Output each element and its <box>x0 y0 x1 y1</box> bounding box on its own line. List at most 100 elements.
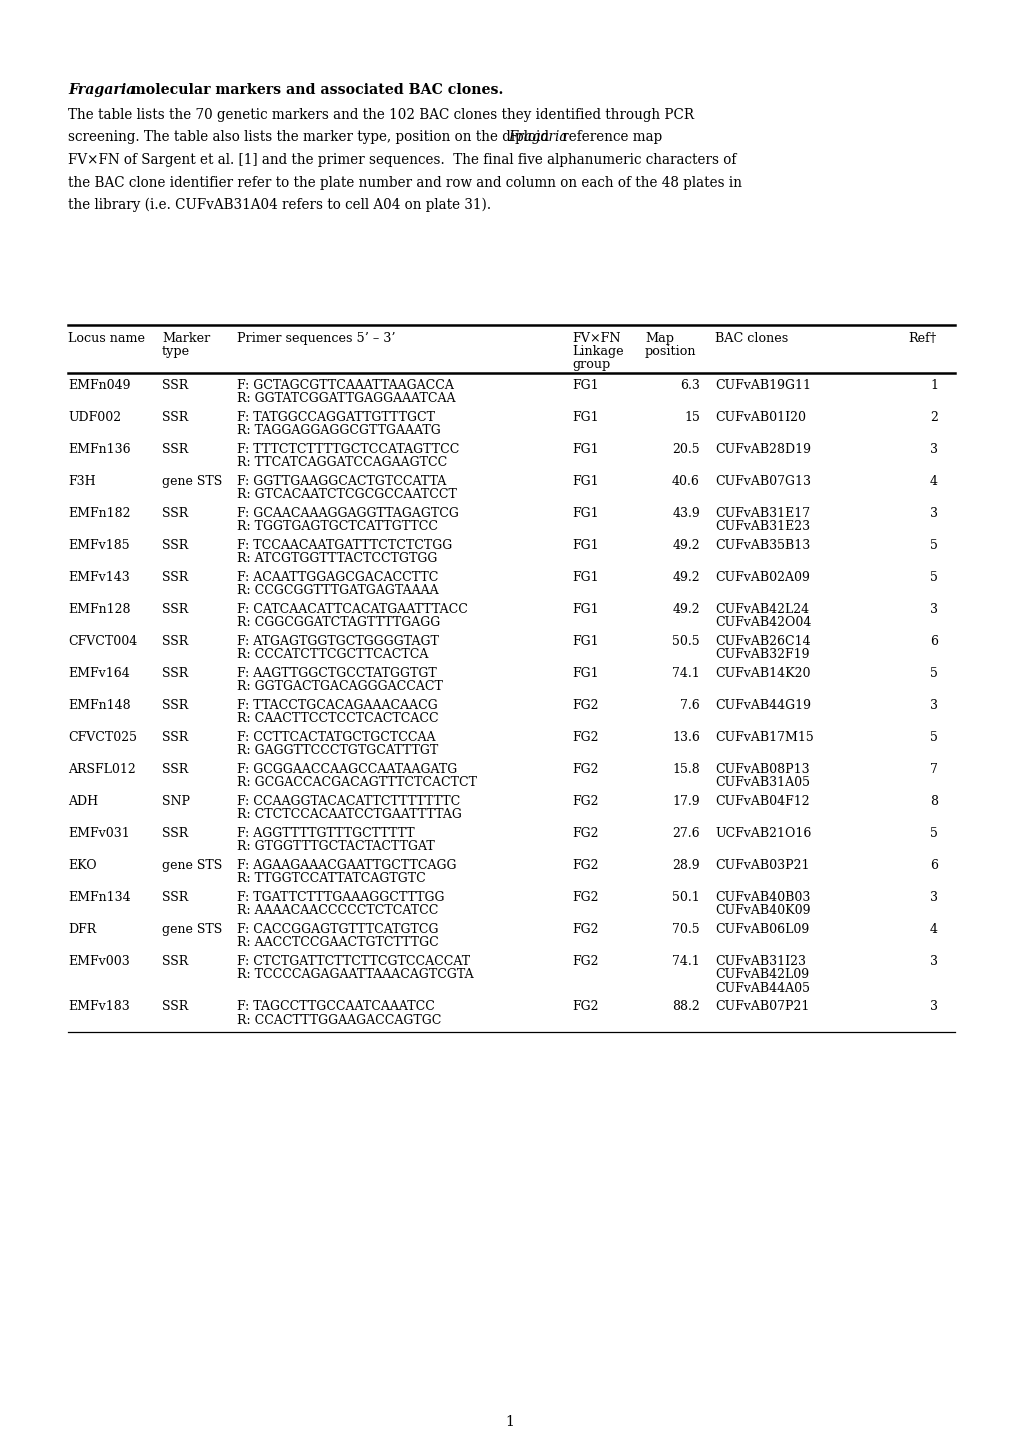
Text: R: GTGGTTTGCTACTACTTGAT: R: GTGGTTTGCTACTACTTGAT <box>236 840 434 853</box>
Text: SSR: SSR <box>162 540 189 553</box>
Text: SSR: SSR <box>162 698 189 711</box>
Text: F: ATGAGTGGTGCTGGGGTAGT: F: ATGAGTGGTGCTGGGGTAGT <box>236 635 438 648</box>
Text: R: CAACTTCCTCCTCACTCACC: R: CAACTTCCTCCTCACTCACC <box>236 713 438 726</box>
Text: 6.3: 6.3 <box>680 380 699 392</box>
Text: F: ACAATTGGAGCGACACCTTC: F: ACAATTGGAGCGACACCTTC <box>236 571 438 584</box>
Text: R: GAGGTTCCCTGTGCATTTGT: R: GAGGTTCCCTGTGCATTTGT <box>236 745 438 758</box>
Text: CUFvAB32F19: CUFvAB32F19 <box>714 648 809 661</box>
Text: R: TTGGTCCATTATCAGTGTC: R: TTGGTCCATTATCAGTGTC <box>236 873 425 886</box>
Text: F: TTTCTCTTTTGCTCCATAGTTCC: F: TTTCTCTTTTGCTCCATAGTTCC <box>236 443 459 456</box>
Text: CUFvAB40B03: CUFvAB40B03 <box>714 890 809 903</box>
Text: CUFvAB44G19: CUFvAB44G19 <box>714 698 810 711</box>
Text: R: AAAACAACCCCCTCTCATCC: R: AAAACAACCCCCTCTCATCC <box>236 905 438 918</box>
Text: SSR: SSR <box>162 890 189 903</box>
Text: SSR: SSR <box>162 635 189 648</box>
Text: EMFn134: EMFn134 <box>68 890 130 903</box>
Text: EMFv143: EMFv143 <box>68 571 129 584</box>
Text: R: GCGACCACGACAGTTTCTCACTCT: R: GCGACCACGACAGTTTCTCACTCT <box>236 776 477 789</box>
Text: Fragaria: Fragaria <box>507 130 567 144</box>
Text: R: TCCCCAGAGAATTAAACAGTCGTA: R: TCCCCAGAGAATTAAACAGTCGTA <box>236 968 473 981</box>
Text: FG2: FG2 <box>572 827 598 840</box>
Text: reference map: reference map <box>557 130 661 144</box>
Text: FG1: FG1 <box>572 475 598 488</box>
Text: 50.5: 50.5 <box>672 635 699 648</box>
Text: EMFn136: EMFn136 <box>68 443 130 456</box>
Text: 4: 4 <box>929 475 937 488</box>
Text: FG2: FG2 <box>572 955 598 968</box>
Text: R: CTCTCCACAATCCTGAATTTTAG: R: CTCTCCACAATCCTGAATTTTAG <box>236 808 462 821</box>
Text: CUFvAB08P13: CUFvAB08P13 <box>714 763 809 776</box>
Text: CUFvAB42O04: CUFvAB42O04 <box>714 616 810 629</box>
Text: SSR: SSR <box>162 732 189 745</box>
Text: R: TAGGAGGAGGCGTTGAAATG: R: TAGGAGGAGGCGTTGAAATG <box>236 424 440 437</box>
Text: The table lists the 70 genetic markers and the 102 BAC clones they identified th: The table lists the 70 genetic markers a… <box>68 108 693 123</box>
Text: 50.1: 50.1 <box>672 890 699 903</box>
Text: 15: 15 <box>684 411 699 424</box>
Text: Linkage: Linkage <box>572 345 623 358</box>
Text: 3: 3 <box>929 603 937 616</box>
Text: Map: Map <box>644 332 674 345</box>
Text: CUFvAB17M15: CUFvAB17M15 <box>714 732 813 745</box>
Text: FV×FN: FV×FN <box>572 332 620 345</box>
Text: EMFv183: EMFv183 <box>68 1000 129 1013</box>
Text: SSR: SSR <box>162 763 189 776</box>
Text: 70.5: 70.5 <box>672 924 699 937</box>
Text: group: group <box>572 358 609 371</box>
Text: FG2: FG2 <box>572 859 598 872</box>
Text: 3: 3 <box>929 698 937 711</box>
Text: 13.6: 13.6 <box>672 732 699 745</box>
Text: FG2: FG2 <box>572 763 598 776</box>
Text: R: CCCATCTTCGCTTCACTCA: R: CCCATCTTCGCTTCACTCA <box>236 648 428 661</box>
Text: position: position <box>644 345 696 358</box>
Text: 8: 8 <box>929 795 937 808</box>
Text: CUFvAB01I20: CUFvAB01I20 <box>714 411 805 424</box>
Text: CUFvAB06L09: CUFvAB06L09 <box>714 924 808 937</box>
Text: FG1: FG1 <box>572 603 598 616</box>
Text: R: CCACTTTGGAAGACCAGTGC: R: CCACTTTGGAAGACCAGTGC <box>236 1014 441 1027</box>
Text: FG1: FG1 <box>572 667 598 680</box>
Text: CUFvAB31E23: CUFvAB31E23 <box>714 521 809 534</box>
Text: BAC clones: BAC clones <box>714 332 788 345</box>
Text: FG1: FG1 <box>572 571 598 584</box>
Text: ARSFL012: ARSFL012 <box>68 763 136 776</box>
Text: 5: 5 <box>929 571 937 584</box>
Text: CUFvAB44A05: CUFvAB44A05 <box>714 983 809 996</box>
Text: 49.2: 49.2 <box>672 603 699 616</box>
Text: Primer sequences 5’ – 3’: Primer sequences 5’ – 3’ <box>236 332 395 345</box>
Text: SSR: SSR <box>162 827 189 840</box>
Text: 3: 3 <box>929 506 937 519</box>
Text: FG1: FG1 <box>572 540 598 553</box>
Text: 4: 4 <box>929 924 937 937</box>
Text: R: GGTATCGGATTGAGGAAATCAA: R: GGTATCGGATTGAGGAAATCAA <box>236 392 455 405</box>
Text: SSR: SSR <box>162 667 189 680</box>
Text: R: TGGTGAGTGCTCATTGTTCC: R: TGGTGAGTGCTCATTGTTCC <box>236 521 437 534</box>
Text: 74.1: 74.1 <box>672 667 699 680</box>
Text: 6: 6 <box>929 859 937 872</box>
Text: type: type <box>162 345 190 358</box>
Text: CUFvAB19G11: CUFvAB19G11 <box>714 380 810 392</box>
Text: 7: 7 <box>929 763 937 776</box>
Text: CUFvAB03P21: CUFvAB03P21 <box>714 859 809 872</box>
Text: F: GCAACAAAGGAGGTTAGAGTCG: F: GCAACAAAGGAGGTTAGAGTCG <box>236 506 459 519</box>
Text: F: TCCAACAATGATTTCTCTCTGG: F: TCCAACAATGATTTCTCTCTGG <box>236 540 451 553</box>
Text: 5: 5 <box>929 732 937 745</box>
Text: CUFvAB28D19: CUFvAB28D19 <box>714 443 810 456</box>
Text: SSR: SSR <box>162 443 189 456</box>
Text: CUFvAB31E17: CUFvAB31E17 <box>714 506 809 519</box>
Text: EMFv185: EMFv185 <box>68 540 129 553</box>
Text: 20.5: 20.5 <box>672 443 699 456</box>
Text: EMFn148: EMFn148 <box>68 698 130 711</box>
Text: gene STS: gene STS <box>162 859 222 872</box>
Text: FG2: FG2 <box>572 1000 598 1013</box>
Text: CFVCT025: CFVCT025 <box>68 732 137 745</box>
Text: F: CATCAACATTCACATGAATTTACC: F: CATCAACATTCACATGAATTTACC <box>236 603 468 616</box>
Text: R: AACCTCCGAACTGTCTTTGC: R: AACCTCCGAACTGTCTTTGC <box>236 937 438 949</box>
Text: FG1: FG1 <box>572 635 598 648</box>
Text: FG2: FG2 <box>572 924 598 937</box>
Text: SSR: SSR <box>162 411 189 424</box>
Text: CUFvAB31I23: CUFvAB31I23 <box>714 955 805 968</box>
Text: Locus name: Locus name <box>68 332 145 345</box>
Text: FG2: FG2 <box>572 732 598 745</box>
Text: CUFvAB26C14: CUFvAB26C14 <box>714 635 810 648</box>
Text: SSR: SSR <box>162 380 189 392</box>
